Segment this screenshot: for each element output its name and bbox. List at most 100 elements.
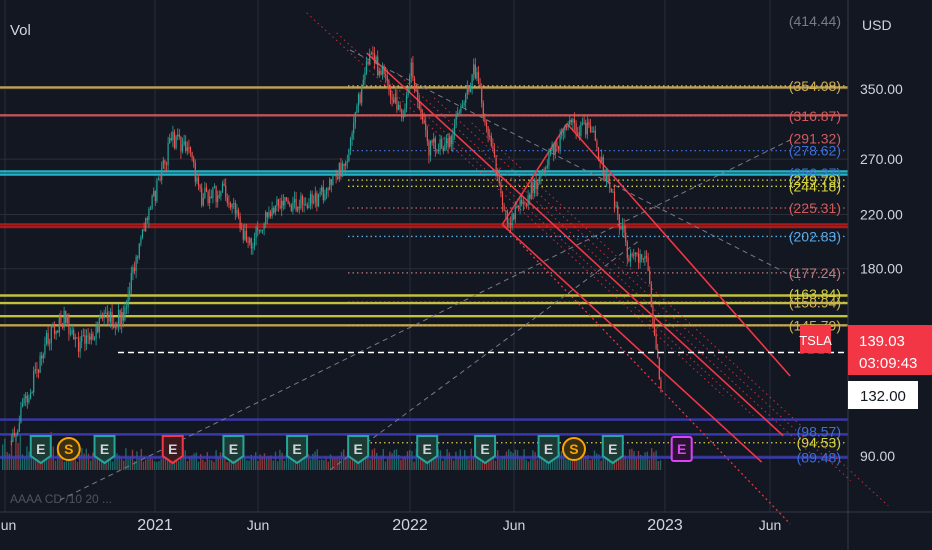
candle-body <box>601 157 603 162</box>
candle-body <box>289 203 291 206</box>
candle-body <box>650 283 652 307</box>
candle-body <box>655 335 657 350</box>
volume-bar <box>420 455 422 470</box>
volume-bar <box>622 455 624 470</box>
volume-bar <box>15 434 17 470</box>
channel-mid-line <box>566 123 791 377</box>
earnings-marker[interactable]: E <box>222 435 245 465</box>
volume-bar <box>411 450 413 470</box>
candle-body <box>111 311 113 326</box>
candle-body <box>21 403 24 408</box>
candle-body <box>468 85 470 92</box>
volume-bar <box>541 456 543 470</box>
candle-body <box>434 138 436 150</box>
volume-bar <box>400 459 402 470</box>
candle-body <box>516 205 518 208</box>
volume-bar <box>224 452 226 470</box>
volume-bar <box>118 455 120 470</box>
split-marker[interactable]: S <box>561 437 586 461</box>
volume-bar <box>202 459 204 470</box>
candle-body <box>394 96 396 103</box>
candle-body <box>557 146 560 150</box>
candle-body <box>20 407 22 424</box>
time-axis[interactable]: Jun 2021 Jun 2022 Jun 2023 Jun AAAA CD /10 20 .… <box>0 492 932 534</box>
volume-bar <box>6 451 8 470</box>
candle-body <box>297 206 299 211</box>
candle-body <box>212 187 214 199</box>
candle-body <box>621 225 624 230</box>
volume-bar <box>21 454 24 470</box>
candle-body <box>119 310 121 327</box>
earnings-marker[interactable]: E <box>670 436 693 462</box>
candle-body <box>34 369 36 372</box>
volume-bar <box>560 451 563 470</box>
candle-body <box>501 192 504 206</box>
volume-bar <box>657 461 659 470</box>
price-tick-label: 350.00 <box>860 81 903 97</box>
candle-body <box>441 139 443 148</box>
earnings-marker[interactable]: E <box>29 435 52 465</box>
volume-bar <box>255 452 257 470</box>
candle-body <box>13 432 16 436</box>
volume-bar <box>259 454 261 470</box>
volume-bar <box>620 458 622 470</box>
price-axis[interactable]: USD 350.00 270.00 220.00 180.00 90.00 TSLA 139.… <box>799 0 932 550</box>
candle-body <box>250 238 252 249</box>
earnings-marker[interactable]: E <box>93 435 116 465</box>
candle-body <box>234 203 236 214</box>
candle-body <box>463 102 465 106</box>
earnings-marker[interactable]: E <box>286 435 309 465</box>
volume-bar <box>472 455 475 470</box>
earnings-marker[interactable]: E <box>537 435 560 465</box>
candle-body <box>556 142 558 147</box>
candle-body <box>585 122 587 135</box>
candle-body <box>44 344 46 355</box>
earnings-marker[interactable]: E <box>601 435 624 465</box>
earnings-marker[interactable]: E <box>347 435 370 465</box>
candle-body <box>604 173 606 182</box>
candle-body <box>610 188 612 193</box>
candle-body <box>660 379 662 389</box>
volume-bar <box>615 456 618 470</box>
crosshair-price-tag-bg <box>848 381 918 409</box>
candle-body <box>399 104 401 110</box>
candle-body <box>23 398 25 404</box>
volume-bar <box>591 458 593 470</box>
volume-bar <box>83 453 85 470</box>
candle-body <box>295 198 297 211</box>
candle-body <box>268 212 270 217</box>
volume-bar <box>191 455 193 470</box>
earnings-marker[interactable]: E <box>416 435 439 465</box>
candle-body <box>338 163 340 179</box>
candle-body <box>236 210 238 214</box>
candle-body <box>551 144 553 150</box>
candle-body <box>129 290 131 295</box>
candle-body <box>657 349 659 359</box>
candle-body <box>84 335 86 344</box>
candle-body <box>25 395 27 399</box>
candle-body <box>465 94 467 103</box>
volume-bar <box>127 458 129 470</box>
earnings-badge <box>29 435 52 465</box>
volume-bar <box>321 459 323 470</box>
candle-body <box>524 202 526 204</box>
candle-body <box>319 191 321 195</box>
volume-bar <box>325 456 327 470</box>
candle-body <box>193 157 195 164</box>
volume-bar <box>164 454 167 470</box>
volume-bar <box>365 453 367 470</box>
split-marker[interactable]: S <box>56 437 81 461</box>
earnings-marker[interactable]: E <box>161 435 184 465</box>
volume-bar <box>644 452 646 470</box>
volume-bar <box>237 458 239 470</box>
trend-line <box>349 49 801 281</box>
earnings-marker[interactable]: E <box>474 435 497 465</box>
candle-body <box>329 179 331 190</box>
volume-bar <box>402 457 404 470</box>
volume-bar <box>134 461 136 470</box>
candle-body <box>49 342 51 344</box>
volume-bar <box>92 452 94 470</box>
